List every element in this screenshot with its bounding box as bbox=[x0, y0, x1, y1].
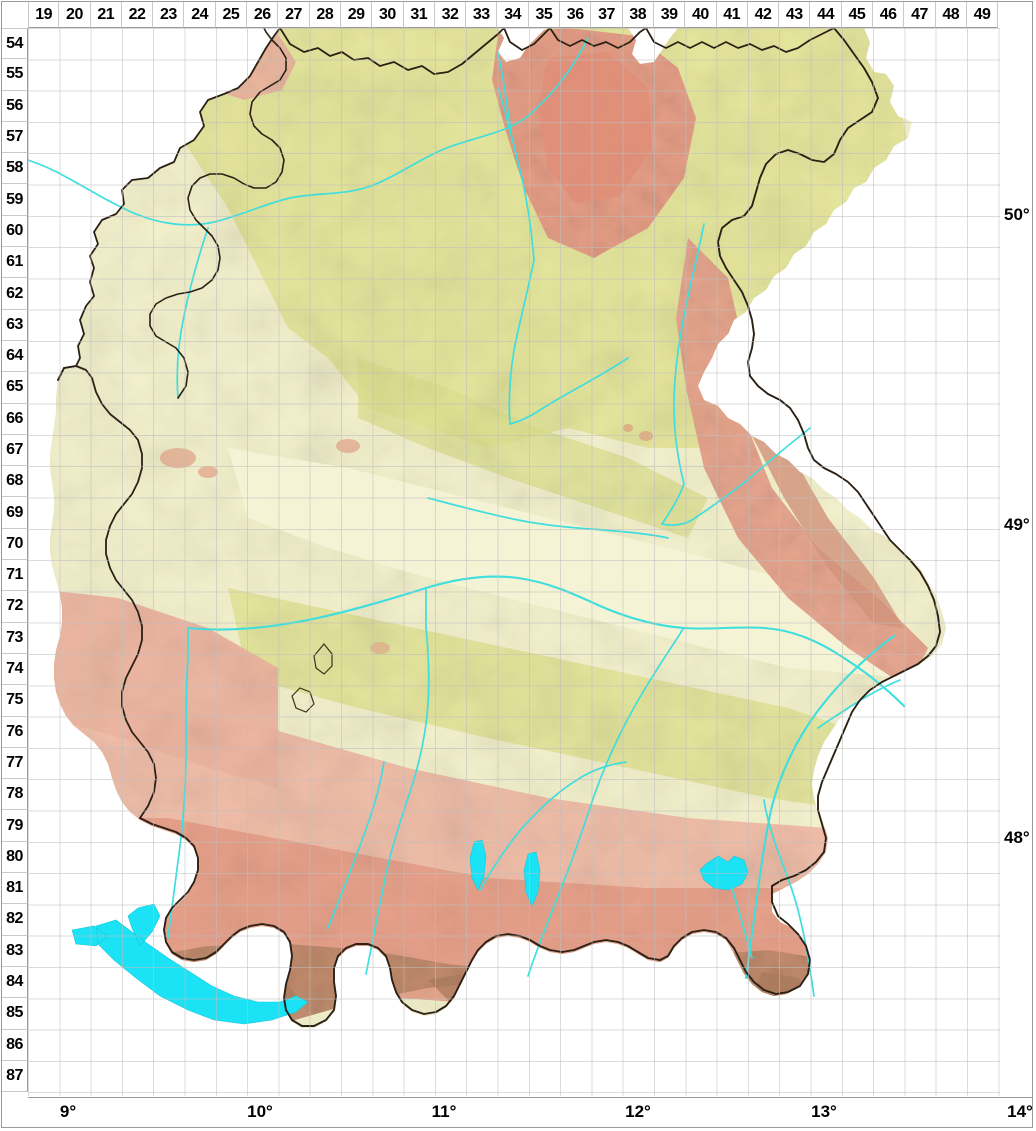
grid-column-header-47[interactable]: 47 bbox=[904, 2, 936, 28]
latitude-label-1: 49° bbox=[1004, 515, 1030, 534]
grid-column-header-22[interactable]: 22 bbox=[121, 2, 154, 28]
grid-row-header-84[interactable]: 84 bbox=[2, 966, 28, 999]
grid-column-header-37[interactable]: 37 bbox=[591, 2, 623, 28]
grid-row-header-87[interactable]: 87 bbox=[2, 1060, 28, 1093]
grid-row-header-67[interactable]: 67 bbox=[2, 434, 28, 467]
longitude-label-4: 13° bbox=[811, 1102, 837, 1121]
grid-row-header-80[interactable]: 80 bbox=[2, 841, 28, 874]
grid-column-header-39[interactable]: 39 bbox=[653, 2, 686, 28]
grid-row-header-59[interactable]: 59 bbox=[2, 184, 28, 216]
grid-column-header-44[interactable]: 44 bbox=[810, 2, 842, 28]
grid-column-header-19[interactable]: 19 bbox=[28, 2, 60, 28]
latitude-label-0: 50° bbox=[1004, 205, 1030, 224]
row-header-column: 54 55 56 57 58 59 60 61 62 63 64 65 66 67 68 69 70 71 72 73… bbox=[2, 28, 28, 1093]
grid-column-header-24[interactable]: 24 bbox=[184, 2, 216, 28]
grid-row-header-63[interactable]: 63 bbox=[2, 309, 28, 341]
grid-column-header-46[interactable]: 46 bbox=[873, 2, 905, 28]
longitude-label-2: 11° bbox=[431, 1102, 457, 1121]
longitude-label-0: 9° bbox=[59, 1102, 77, 1121]
grid-column-header-49[interactable]: 49 bbox=[966, 2, 999, 28]
grid-column-header-35[interactable]: 35 bbox=[528, 2, 561, 28]
map-canvas[interactable] bbox=[28, 28, 1000, 1096]
grid-column-header-23[interactable]: 23 bbox=[153, 2, 185, 28]
grid-column-header-41[interactable]: 41 bbox=[716, 2, 748, 28]
grid-row-header-62[interactable]: 62 bbox=[2, 278, 28, 310]
grid-column-header-20[interactable]: 20 bbox=[59, 2, 91, 28]
map-terrain-svg bbox=[28, 28, 1000, 1096]
grid-row-header-54[interactable]: 54 bbox=[2, 28, 28, 60]
grid-row-header-75[interactable]: 75 bbox=[2, 685, 28, 717]
grid-row-header-73[interactable]: 73 bbox=[2, 622, 28, 654]
grid-column-header-28[interactable]: 28 bbox=[309, 2, 341, 28]
grid-row-header-81[interactable]: 81 bbox=[2, 873, 28, 905]
grid-row-header-58[interactable]: 58 bbox=[2, 153, 28, 185]
grid-column-header-32[interactable]: 32 bbox=[434, 2, 467, 28]
grid-column-header-29[interactable]: 29 bbox=[340, 2, 373, 28]
grid-row-header-71[interactable]: 71 bbox=[2, 560, 28, 592]
grid-row-header-69[interactable]: 69 bbox=[2, 497, 28, 529]
grid-row-header-61[interactable]: 61 bbox=[2, 247, 28, 279]
grid-column-header-27[interactable]: 27 bbox=[278, 2, 310, 28]
grid-column-header-40[interactable]: 40 bbox=[685, 2, 717, 28]
grid-row-header-55[interactable]: 55 bbox=[2, 59, 28, 91]
grid-row-header-65[interactable]: 65 bbox=[2, 372, 28, 404]
grid-row-header-85[interactable]: 85 bbox=[2, 998, 28, 1030]
grid-column-header-30[interactable]: 30 bbox=[372, 2, 404, 28]
grid-row-header-82[interactable]: 82 bbox=[2, 904, 28, 936]
grid-row-header-77[interactable]: 77 bbox=[2, 747, 28, 780]
grid-row-header-86[interactable]: 86 bbox=[2, 1029, 28, 1061]
longitude-label-group: 9° 10° 11° 12° 13° 14° bbox=[28, 1097, 1033, 1130]
grid-column-header-31[interactable]: 31 bbox=[403, 2, 435, 28]
grid-row-header-79[interactable]: 79 bbox=[2, 810, 28, 842]
grid-column-header-36[interactable]: 36 bbox=[560, 2, 592, 28]
longitude-label-5: 14° bbox=[1007, 1102, 1033, 1121]
grid-column-header-33[interactable]: 33 bbox=[466, 2, 498, 28]
grid-row-header-60[interactable]: 60 bbox=[2, 215, 28, 248]
longitude-label-1: 10° bbox=[247, 1102, 273, 1121]
grid-row-header-72[interactable]: 72 bbox=[2, 591, 28, 623]
grid-column-header-38[interactable]: 38 bbox=[622, 2, 654, 28]
grid-row-header-83[interactable]: 83 bbox=[2, 935, 28, 967]
grid-row-header-68[interactable]: 68 bbox=[2, 466, 28, 498]
grid-column-header-34[interactable]: 34 bbox=[497, 2, 529, 28]
grid-column-header-42[interactable]: 42 bbox=[747, 2, 780, 28]
grid-column-header-25[interactable]: 25 bbox=[215, 2, 248, 28]
grid-row-header-57[interactable]: 57 bbox=[2, 121, 28, 154]
grid-row-header-64[interactable]: 64 bbox=[2, 340, 28, 373]
longitude-label-3: 12° bbox=[625, 1102, 651, 1121]
grid-column-header-21[interactable]: 21 bbox=[90, 2, 122, 28]
grid-row-header-66[interactable]: 66 bbox=[2, 403, 28, 435]
grid-column-header-43[interactable]: 43 bbox=[779, 2, 811, 28]
latitude-label-2: 48° bbox=[1004, 828, 1030, 847]
grid-row-header-74[interactable]: 74 bbox=[2, 653, 28, 686]
grid-row-header-56[interactable]: 56 bbox=[2, 90, 28, 122]
column-header-row: 19 20 21 22 23 24 25 26 27 28 29 30 31 32 33 34 35 36 37 38… bbox=[28, 2, 999, 28]
grid-column-header-48[interactable]: 48 bbox=[935, 2, 967, 28]
grid-row-header-70[interactable]: 70 bbox=[2, 528, 28, 561]
grid-row-header-78[interactable]: 78 bbox=[2, 779, 28, 811]
grid-row-header-76[interactable]: 76 bbox=[2, 716, 28, 748]
grid-column-header-45[interactable]: 45 bbox=[841, 2, 874, 28]
grid-column-header-26[interactable]: 26 bbox=[247, 2, 279, 28]
